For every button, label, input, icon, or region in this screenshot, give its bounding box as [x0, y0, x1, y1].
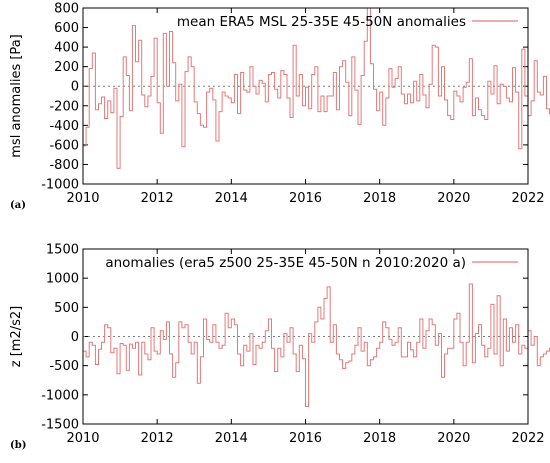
x-tick-label: 2014 [215, 191, 248, 206]
x-tick-label: 2014 [215, 431, 248, 446]
panel-a-y-axis-label: msl anomalies [Pa] [9, 34, 24, 157]
y-tick-label: 500 [54, 301, 79, 316]
panel-b-y-ticks: -1500 -1000 -500 0 500 1000 1500 [41, 243, 528, 433]
panel-a-series-line [83, 7, 550, 169]
x-tick-label: 2016 [289, 191, 322, 206]
panel-a-legend-label: mean ERA5 MSL 25-35E 45-50N anomalies [177, 14, 466, 30]
panel-b-tag: (b) [10, 440, 26, 451]
panel-a-legend: mean ERA5 MSL 25-35E 45-50N anomalies [177, 14, 518, 30]
y-tick-label: 400 [54, 41, 79, 56]
x-tick-label: 2012 [141, 191, 174, 206]
x-tick-label: 2020 [437, 191, 470, 206]
panel-a-plot-frame [82, 7, 529, 185]
panel-b-x-ticks: 2010 2012 2014 2016 2018 2020 2022 [66, 249, 545, 446]
y-tick-label: -600 [49, 138, 79, 153]
panel-b-legend-label: anomalies (era5 z500 25-35E 45-50N n 201… [105, 255, 466, 271]
panel-a-tag: (a) [10, 200, 26, 211]
y-tick-label: -200 [49, 99, 79, 114]
x-tick-label: 2022 [511, 431, 544, 446]
x-tick-label: 2010 [66, 431, 99, 446]
y-tick-label: 1000 [46, 272, 79, 287]
y-tick-label: -400 [49, 119, 79, 134]
x-tick-label: 2010 [66, 191, 99, 206]
y-tick-label: 1500 [46, 243, 79, 258]
y-tick-label: -1500 [41, 418, 79, 433]
y-tick-label: 800 [54, 2, 79, 17]
y-tick-label: -500 [49, 359, 79, 374]
panel-a-y-ticks: -1000 -800 -600 -400 -200 0 200 400 600 800 [41, 2, 528, 193]
y-tick-label: -800 [49, 158, 79, 173]
panel-b-legend: anomalies (era5 z500 25-35E 45-50N n 201… [105, 255, 518, 271]
x-tick-label: 2016 [289, 431, 322, 446]
y-tick-label: 0 [71, 80, 79, 95]
panel-b-series-line [83, 283, 550, 407]
x-tick-label: 2018 [363, 191, 396, 206]
x-tick-label: 2018 [363, 431, 396, 446]
panel-b-plot-frame [82, 248, 529, 425]
y-tick-label: 0 [71, 330, 79, 345]
y-tick-label: -1000 [41, 178, 79, 193]
y-tick-label: -1000 [41, 388, 79, 403]
x-tick-label: 2012 [141, 431, 174, 446]
panel-b-y-axis-label: z [m2/s2] [9, 306, 24, 367]
x-tick-label: 2022 [511, 191, 544, 206]
y-tick-label: 200 [54, 60, 79, 75]
x-tick-label: 2020 [437, 431, 470, 446]
panel-a-x-ticks: 2010 2012 2014 2016 2018 2020 2022 [66, 8, 545, 206]
y-tick-label: 600 [54, 21, 79, 36]
